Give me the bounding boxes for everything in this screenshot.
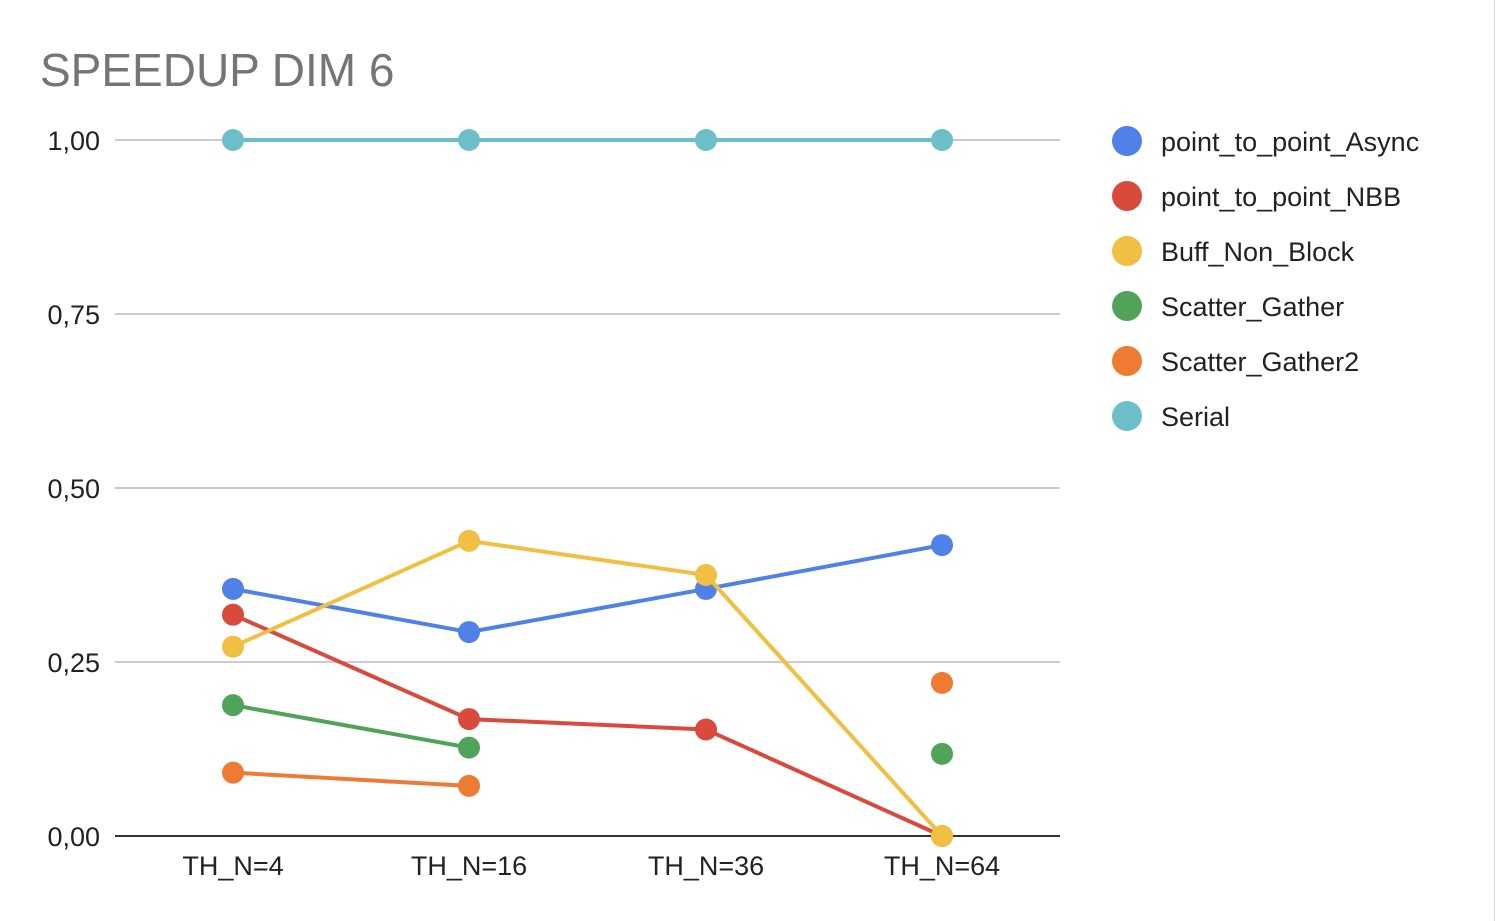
x-axis-ticks: TH_N=4 TH_N=16 TH_N=36 TH_N=64 [182, 851, 1000, 881]
data-point [931, 742, 953, 765]
y-tick-label: 0,50 [47, 474, 100, 504]
legend-marker [1112, 291, 1142, 321]
y-tick-label: 0,25 [47, 648, 100, 678]
data-point [222, 761, 244, 784]
data-point [458, 774, 480, 797]
gridlines [115, 139, 1060, 837]
legend-item: point_to_point_NBB [1112, 181, 1401, 212]
data-point [222, 603, 244, 626]
series-line-segment [704, 727, 944, 838]
legend-label: Scatter_Gather [1161, 292, 1344, 322]
data-point [458, 129, 480, 151]
data-point [222, 129, 244, 151]
series-line-segment [467, 586, 708, 635]
series-line-segment [231, 586, 471, 635]
x-tick-label: TH_N=36 [648, 851, 764, 881]
data-point [222, 694, 244, 717]
legend-item: Scatter_Gather2 [1112, 346, 1359, 377]
series-line-segment [467, 717, 708, 732]
data-point [931, 534, 953, 557]
y-tick-label: 1,00 [47, 126, 100, 156]
legend-label: Serial [1161, 402, 1230, 432]
legend-item: point_to_point_Async [1112, 126, 1419, 157]
series-line-segment [231, 612, 471, 722]
series-Scatter_Gather2 [222, 671, 953, 797]
series-Buff_Non_Block [222, 529, 953, 847]
y-tick-label: 0,00 [47, 822, 100, 852]
legend-item: Buff_Non_Block [1112, 236, 1355, 267]
series-line-segment [704, 543, 944, 591]
legend-item: Scatter_Gather [1112, 291, 1344, 322]
legend-item: Serial [1112, 401, 1230, 432]
legend-marker [1112, 236, 1142, 266]
legend-label: Scatter_Gather2 [1161, 347, 1359, 377]
data-point [695, 718, 717, 741]
x-tick-label: TH_N=4 [182, 851, 283, 881]
data-point [458, 529, 480, 552]
series-line-segment [467, 538, 708, 577]
data-point [458, 708, 480, 731]
data-point [222, 577, 244, 600]
series-point_to_point_Async [222, 534, 953, 644]
data-point [222, 635, 244, 658]
data-point [695, 129, 717, 151]
legend-marker [1112, 126, 1142, 156]
legend-label: point_to_point_Async [1161, 127, 1419, 157]
right-border [1494, 0, 1495, 921]
x-tick-label: TH_N=64 [884, 851, 1000, 881]
legend-marker [1112, 401, 1142, 431]
series-group [222, 129, 953, 847]
legend-label: Buff_Non_Block [1161, 237, 1355, 267]
series-line-segment [231, 703, 471, 750]
x-tick-label: TH_N=16 [411, 851, 527, 881]
series-line-segment [231, 538, 471, 649]
series-Scatter_Gather [222, 694, 953, 765]
legend-marker [1112, 346, 1142, 376]
y-tick-label: 0,75 [47, 300, 100, 330]
series-line-segment [231, 770, 471, 788]
data-point [458, 736, 480, 759]
legend: point_to_point_Async point_to_point_NBB Bu… [1112, 126, 1419, 432]
legend-marker [1112, 181, 1142, 211]
data-point [931, 671, 953, 694]
y-axis-ticks: 0,00 0,25 0,50 0,75 1,00 [47, 126, 100, 852]
data-point [458, 621, 480, 644]
series-line-segment [704, 573, 944, 838]
chart-title: SPEEDUP DIM 6 [40, 44, 394, 96]
legend-label: point_to_point_NBB [1161, 182, 1401, 212]
data-point [695, 564, 717, 586]
series-Serial [222, 129, 953, 151]
data-point [931, 129, 953, 151]
data-point [931, 825, 953, 847]
